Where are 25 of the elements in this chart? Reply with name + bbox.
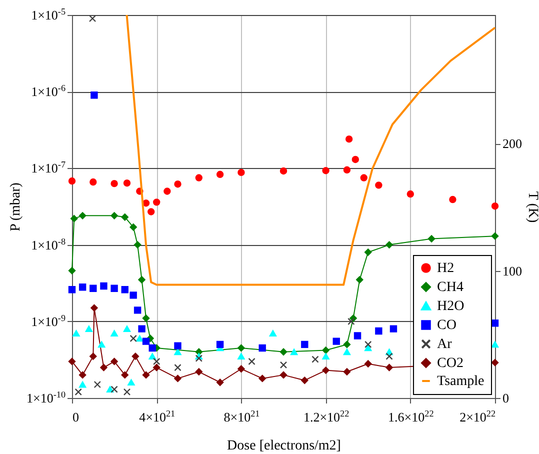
y-axis-title: P (mbar)	[8, 182, 24, 232]
y-tick-label: 1×10$^{-6}$	[31, 83, 66, 100]
legend-label: Tsample	[437, 374, 484, 389]
y2-axis-title: T (K)	[525, 191, 539, 223]
y-tick-label: 1×10$^{-9}$	[31, 312, 66, 329]
y2-tick-label: 100	[502, 263, 522, 278]
legend-label: CH4	[437, 280, 464, 295]
x-tick-label: 1.6×10$^{22}$	[388, 408, 434, 424]
x-axis-title: Dose [electrons/m2]	[227, 438, 341, 454]
y2-tick-label: 0	[502, 390, 509, 406]
x-tick-label: 1.2×10$^{22}$	[303, 408, 350, 424]
legend-label: H2	[437, 261, 454, 276]
y-tick-label: 1×10$^{-8}$	[31, 236, 66, 252]
legend-label: Ar	[437, 337, 452, 352]
legend-label: H2O	[437, 299, 464, 314]
legend-label: CO2	[437, 356, 464, 371]
y-tick-label: 1×10$^{-10}$	[26, 390, 66, 406]
legend-label: CO	[437, 318, 456, 333]
x-tick-label: 0	[72, 410, 79, 424]
x-tick-label: 4×10$^{21}$	[139, 408, 176, 424]
y-tick-label: 1×10$^{-7}$	[31, 160, 66, 176]
x-tick-label: 2×10$^{22}$	[460, 408, 496, 424]
y2-tick-label: 200	[502, 136, 522, 152]
y-tick-label: 1×10$^{-5}$	[31, 6, 66, 22]
x-tick-label: 8×10$^{21}$	[224, 408, 260, 424]
